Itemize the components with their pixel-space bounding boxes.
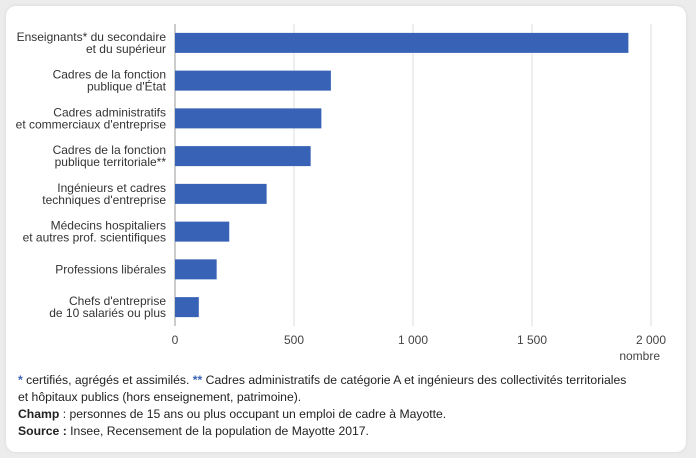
bar — [175, 146, 311, 167]
footnote-marker-2: ** — [192, 373, 203, 387]
category-label: Ingénieurs et cadres techniques d'entrepr… — [42, 181, 166, 207]
grid-lines — [174, 24, 652, 326]
source-note: Source : Insee, Recensement de la popula… — [18, 423, 678, 440]
bar — [175, 70, 331, 91]
category-labels: Enseignants* du secondaire et du supérieu… — [16, 30, 167, 320]
category-label: Cadres de la fonction publique territoria… — [53, 143, 167, 169]
bar — [175, 32, 629, 53]
source-label: Source : — [18, 424, 67, 438]
bar — [175, 183, 267, 204]
x-axis-label: nombre — [619, 349, 660, 363]
category-label: Cadres de la fonction publique d'État — [53, 68, 167, 94]
bar — [175, 259, 217, 280]
category-label: Professions libérales — [55, 262, 166, 276]
source-text: Insee, Recensement de la population de M… — [66, 424, 369, 438]
x-tick-label: 2 000 — [636, 333, 666, 347]
footnotes: * certifiés, agrégés et assimilés. ** Ca… — [18, 372, 678, 440]
x-tick-labels: 0 500 1 000 1 500 2 000 — [172, 333, 667, 347]
category-label: Médecins hospitaliers et autres prof. sci… — [23, 219, 166, 245]
category-label: Enseignants* du secondaire et du supérieu… — [17, 30, 167, 56]
x-tick-label: 1 500 — [517, 333, 547, 347]
bar — [175, 221, 230, 242]
champ-note: Champ : personnes de 15 ans ou plus occu… — [18, 406, 678, 423]
x-tick-label: 500 — [284, 333, 304, 347]
champ-text: : personnes de 15 ans ou plus occupant u… — [59, 407, 447, 421]
footnote-text-2: Cadres administratifs de catégorie A et … — [202, 373, 627, 387]
footnote-text-1: certifiés, agrégés et assimilés. — [22, 373, 193, 387]
bar — [175, 108, 322, 129]
champ-label: Champ — [18, 407, 60, 421]
footnote-continuation: et hôpitaux publics (hors enseignement, … — [18, 390, 302, 404]
footnote-marker-1: * — [18, 373, 23, 387]
chart-card — [6, 6, 686, 452]
x-tick-label: 1 000 — [398, 333, 428, 347]
x-tick-label: 0 — [172, 333, 179, 347]
bar — [175, 297, 199, 318]
category-label: Chefs d'entreprise de 10 salariés ou plus — [49, 294, 166, 320]
category-label: Cadres administratifs et commerciaux d'en… — [16, 105, 167, 131]
bar-chart: Enseignants* du secondaire et du supérieu… — [16, 24, 667, 363]
footnote-definitions: * certifiés, agrégés et assimilés. ** Ca… — [18, 372, 678, 389]
bars — [175, 32, 629, 318]
